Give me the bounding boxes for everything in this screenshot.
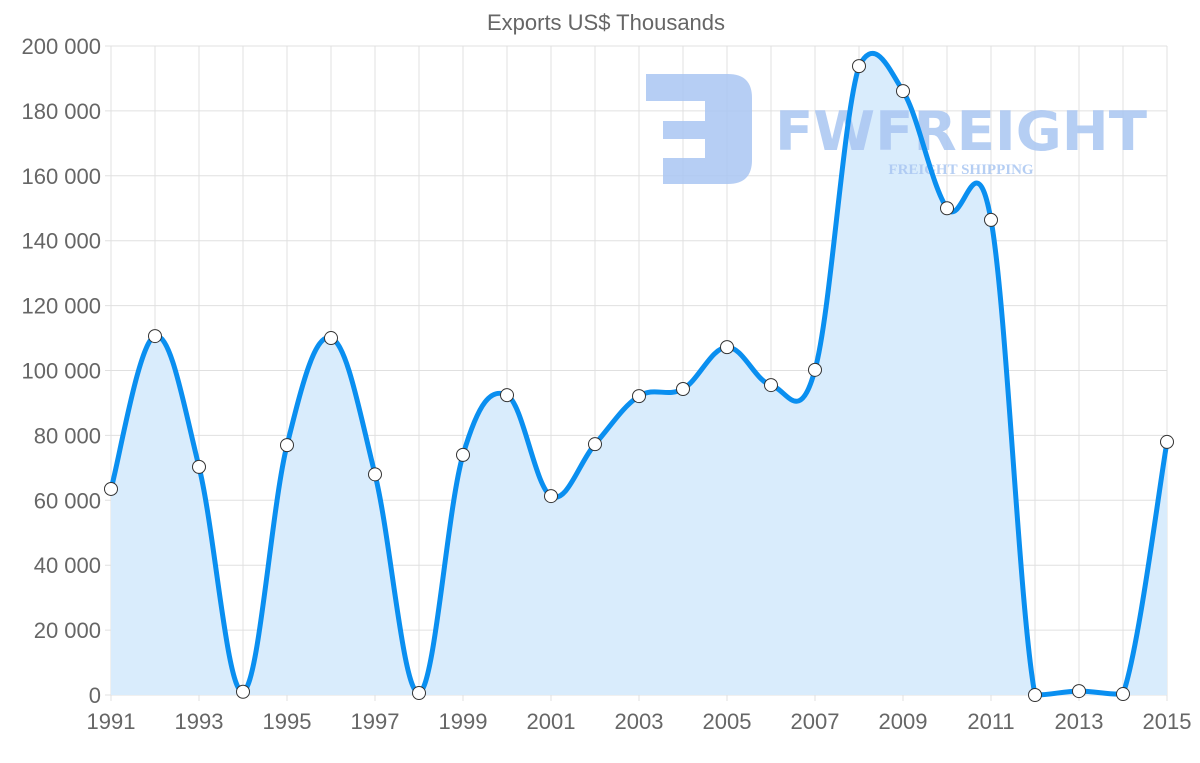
data-point	[412, 686, 426, 701]
data-point	[1160, 434, 1174, 449]
data-point	[104, 481, 118, 496]
watermark-tagline: FREIGHT SHIPPING	[888, 162, 1033, 178]
x-tick-label: 2007	[791, 709, 840, 734]
y-tick-label: 20 000	[34, 618, 101, 643]
data-point	[852, 59, 866, 74]
data-point	[984, 212, 998, 227]
y-tick-label: 60 000	[34, 488, 101, 513]
watermark-logo: FWFREIGHT FREIGHT SHIPPING	[646, 74, 1147, 184]
data-point	[192, 459, 206, 474]
data-point	[896, 84, 910, 99]
series-line	[108, 50, 1170, 698]
data-point	[456, 447, 470, 462]
data-point	[764, 378, 778, 393]
data-point	[1116, 687, 1130, 702]
x-tick-label: 1993	[175, 709, 224, 734]
x-tick-label: 2003	[615, 709, 664, 734]
chart-title: Exports US$ Thousands	[487, 10, 725, 35]
y-tick-label: 160 000	[21, 164, 101, 189]
series-area	[111, 53, 1167, 695]
y-tick-label: 140 000	[21, 229, 101, 254]
data-point	[940, 201, 954, 216]
data-point	[148, 329, 162, 344]
y-tick-label: 80 000	[34, 423, 101, 448]
data-point	[544, 489, 558, 504]
x-tick-label: 1999	[439, 709, 488, 734]
y-tick-label: 100 000	[21, 359, 101, 384]
y-axis: 0 20 000 40 000 60 000 80 000 100 000 120 000 1…	[21, 34, 101, 708]
data-point	[280, 438, 294, 453]
y-tick-label: 120 000	[21, 294, 101, 319]
data-point	[588, 437, 602, 452]
data-points	[104, 59, 1174, 702]
data-point	[500, 388, 514, 403]
watermark-logo-mark	[646, 74, 752, 184]
x-tick-label: 2009	[879, 709, 928, 734]
x-tick-label: 2005	[703, 709, 752, 734]
y-tick-label: 180 000	[21, 99, 101, 124]
x-tick-label: 2001	[527, 709, 576, 734]
x-tick-label: 2015	[1143, 709, 1192, 734]
data-point	[324, 331, 338, 346]
data-point	[368, 467, 382, 482]
x-axis: 1991 1993 1995 1997 1999 2001 2003 2005 2007 2009…	[87, 709, 1192, 734]
x-tick-label: 1995	[263, 709, 312, 734]
x-tick-label: 2011	[967, 709, 1014, 734]
y-tick-label: 200 000	[21, 34, 101, 59]
data-point	[236, 684, 250, 699]
data-point	[808, 362, 822, 377]
x-tick-label: 1991	[87, 709, 136, 734]
data-point	[1028, 688, 1042, 702]
watermark-brand: FWFREIGHT	[775, 100, 1147, 163]
data-point	[632, 389, 646, 404]
y-tick-label: 40 000	[34, 553, 101, 578]
data-point	[676, 381, 690, 396]
x-tick-label: 1997	[351, 709, 400, 734]
y-tick-label: 0	[89, 683, 101, 708]
data-point	[1072, 684, 1086, 699]
data-point	[720, 340, 734, 355]
x-tick-label: 2013	[1055, 709, 1104, 734]
